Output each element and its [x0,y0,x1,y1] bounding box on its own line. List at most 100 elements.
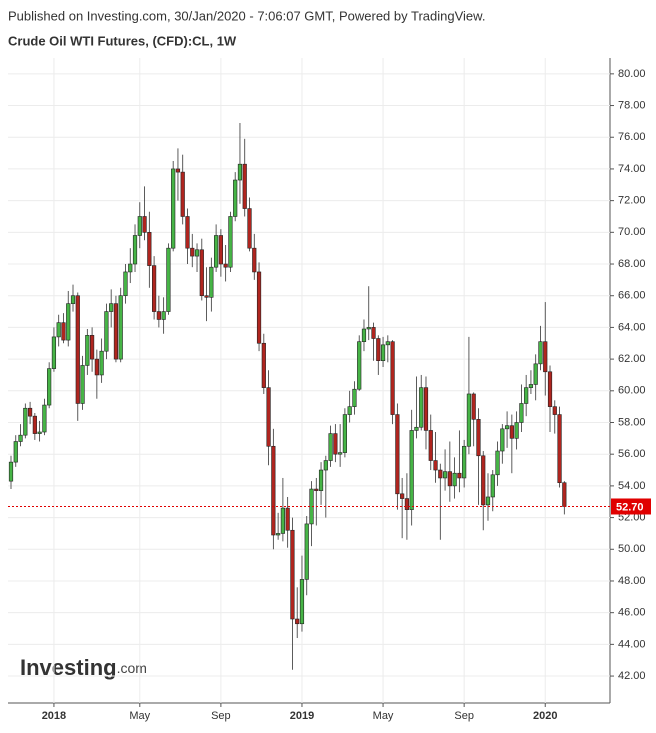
y-tick-label: 78.00 [618,99,646,111]
candle-body [118,295,123,360]
candle-body [128,263,133,273]
candle-body [361,328,367,342]
candle-body [137,216,142,236]
candle-body [47,368,52,406]
y-tick-label: 70.00 [618,226,646,238]
candle-body [462,445,467,479]
candle-body [400,493,405,499]
candle-body [123,271,128,297]
candle-body [75,295,80,404]
candle-body [514,422,519,439]
candle-body [338,452,343,455]
x-tick-label: Sep [454,710,474,722]
candle-body [85,335,90,366]
y-tick-label: 64.00 [618,321,646,333]
x-tick-label: Sep [211,710,231,722]
candle-body [147,232,152,266]
candle-body [42,404,47,433]
candle-body [457,472,462,479]
candle-body [380,344,386,361]
candle-body [500,428,505,452]
candle-body [89,335,95,360]
candle-body [476,419,481,457]
x-tick-label: 2018 [42,710,66,722]
candle-body [99,350,104,376]
candle-body [504,425,510,430]
candle-body [404,498,410,510]
y-tick-label: 72.00 [618,195,646,207]
candle-body [280,507,285,534]
candle-body [261,342,266,388]
candle-body [61,322,66,341]
candle-body [438,469,443,479]
candle-body [490,474,495,498]
candle-body [428,430,433,461]
candle-body [204,295,209,298]
candle-body [180,171,185,217]
candle-body [142,216,147,233]
candle-body [299,579,305,625]
candle-body [214,235,219,268]
candle-body [543,341,548,373]
candle-body [528,384,534,388]
candle-body [471,393,476,420]
candle-body [13,441,18,463]
candle-body [390,341,395,415]
candle-body [247,208,252,249]
candle-body [8,461,14,482]
candle-body [166,247,171,312]
candle-body [276,533,281,536]
candle-body [237,163,243,181]
candle-body [524,387,529,404]
candle-body [190,247,195,257]
candle-body [161,311,166,320]
candle-body [533,363,538,385]
candle-body [552,406,557,415]
candle-body [509,425,514,439]
candle-body [37,431,42,434]
candle-body [66,303,71,341]
candle-body [233,179,238,217]
candle-body [352,388,357,407]
candle-body [562,482,567,507]
candle-body [23,407,28,436]
y-tick-label: 60.00 [618,385,646,397]
candle-body [423,387,429,431]
candle-body [433,460,438,471]
x-tick-label: May [129,710,150,722]
candle-body [342,414,348,453]
y-tick-label: 56.00 [618,448,646,460]
candle-body [485,496,491,506]
candle-body [199,249,204,297]
candle-body [285,507,290,531]
y-tick-label: 42.00 [618,670,646,682]
logo-suffix: .com [117,660,147,676]
x-tick-label: May [373,710,394,722]
y-tick-label: 74.00 [618,163,646,175]
candle-body [104,311,109,352]
x-tick-label: 2020 [533,710,557,722]
y-tick-label: 62.00 [618,353,646,365]
candle-body [395,414,400,495]
candle-body [32,415,37,434]
candle-body [357,341,362,390]
candle-body [366,327,371,330]
candle-body [242,163,247,209]
candle-body [109,303,114,312]
candle-body [70,295,76,304]
published-note: Published on Investing.com, 30/Jan/2020 … [8,8,485,23]
candle-body [51,336,57,369]
candle-body [466,393,472,447]
candle-body [152,265,157,312]
candle-body [323,460,328,471]
candle-body [266,387,271,447]
y-tick-label: 48.00 [618,575,646,587]
candle-body [304,523,309,580]
candle-body [495,450,500,476]
candle-body [223,263,228,268]
y-tick-label: 76.00 [618,131,646,143]
candle-body [481,455,486,506]
candle-body [228,216,233,268]
candle-body [318,469,324,491]
candle-body [156,311,161,320]
